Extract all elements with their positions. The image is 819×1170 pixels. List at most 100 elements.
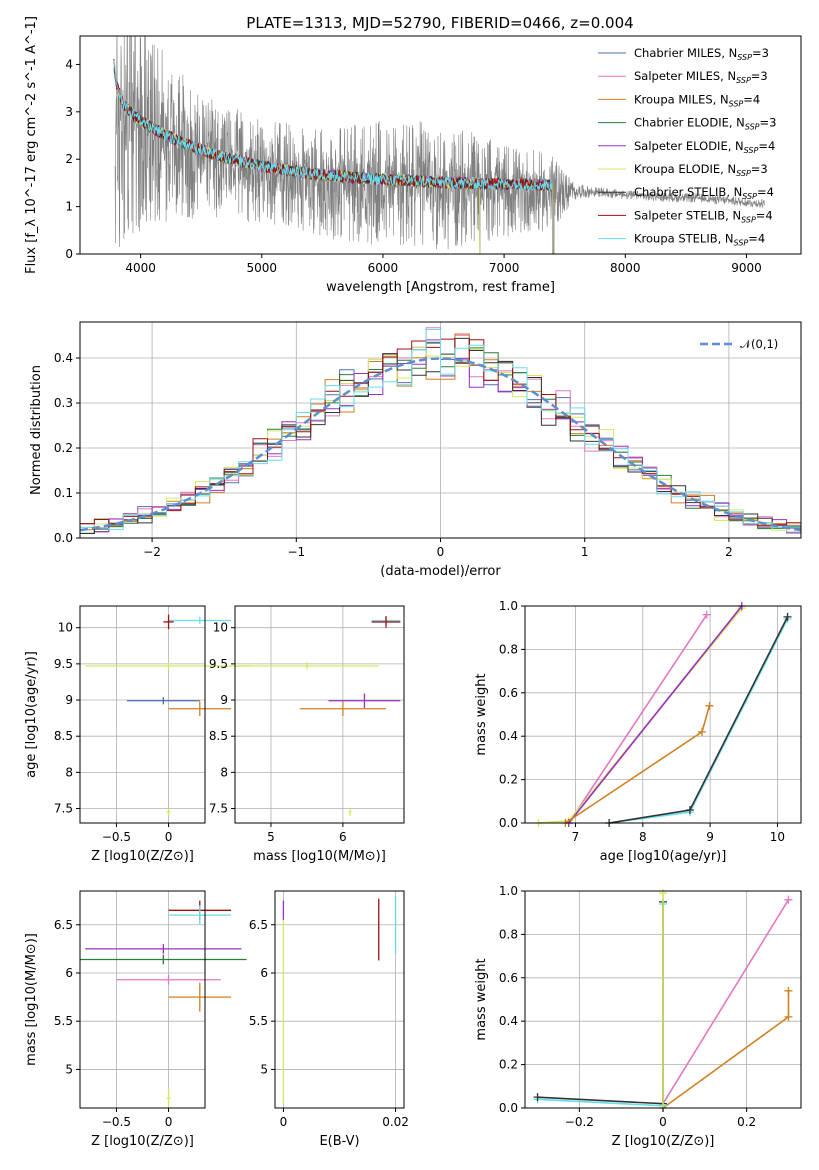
axes-frame	[274, 890, 405, 1109]
y-axis-label: Flux [f_λ 10^-17 erg cm^-2 s^-1 A^-1]	[24, 16, 39, 274]
x-tick-label: 9	[706, 830, 714, 844]
data-point	[85, 944, 242, 954]
series	[659, 889, 667, 1112]
legend-value: =4	[757, 185, 774, 199]
y-axis-label: age [log10(age/yr)]	[24, 651, 39, 778]
series-marker	[533, 1093, 542, 1102]
residual-histogram	[80, 329, 801, 531]
legend-label: Kroupa STELIB, NSSP=4	[634, 232, 765, 248]
legend-subscript: SSP	[741, 215, 756, 224]
legend-value: =3	[752, 46, 769, 60]
x-tick-label: 0.02	[382, 1115, 409, 1129]
data-point	[328, 693, 401, 708]
y-tick-label: 2	[65, 152, 73, 166]
plot-area	[235, 616, 401, 816]
axes-frame	[234, 605, 405, 824]
y-tick-label: 0.2	[499, 1058, 518, 1072]
series-marker	[702, 610, 711, 619]
data-point	[85, 662, 252, 670]
y-tick-label: 4	[65, 57, 73, 71]
x-tick-label: 0	[165, 830, 173, 844]
legend: 𝒩(0,1)	[700, 337, 778, 351]
x-tick-label: 8	[639, 830, 647, 844]
y-tick-label: 0.8	[499, 642, 518, 656]
figure-title: PLATE=1313, MJD=52790, FIBERID=0466, z=0…	[246, 14, 633, 32]
y-tick-label: 0.6	[499, 971, 518, 985]
panel-spectrum: 4000 5000 6000 7000 8000 9000 0 1 2 3 4 wavelength …	[24, 16, 802, 295]
y-tick-label: 5.5	[249, 1014, 268, 1028]
y-axis-label: mass weight	[474, 958, 489, 1040]
data-point	[80, 954, 247, 965]
legend-value: =3	[760, 116, 777, 130]
y-tick-label: 5	[65, 1062, 73, 1076]
y-tick-label: 0.0	[499, 1101, 518, 1115]
series-line	[537, 901, 664, 1105]
x-tick-label: 6	[339, 830, 347, 844]
y-tick-label: 1.0	[499, 884, 518, 898]
x-axis-label: E(B-V)	[319, 1134, 359, 1149]
data-point	[235, 662, 379, 670]
series	[564, 610, 711, 827]
panel-cumulative-Z: −0.2 0 0.2 0.0 0.2 0.4 0.6 0.8 1.0 Z [log10(Z/Z⊙)…	[474, 884, 802, 1149]
y-tick-label: 0.4	[54, 351, 73, 365]
x-tick-label: 8000	[610, 261, 641, 275]
legend-value: =4	[756, 208, 773, 222]
data-point	[163, 614, 174, 630]
legend-value: =4	[758, 139, 775, 153]
y-tick-label: 7.5	[54, 802, 73, 816]
y-tick-label: 0.8	[499, 927, 518, 941]
legend-subscript: SSP	[734, 239, 749, 248]
x-tick-label: 7000	[489, 261, 520, 275]
plot-area	[79, 327, 802, 534]
x-tick-label: 7	[572, 830, 580, 844]
y-tick-label: 8	[65, 765, 73, 779]
y-tick-label: 1.0	[499, 599, 518, 613]
legend-label: Salpeter MILES, NSSP=3	[634, 69, 768, 85]
panel-residuals: −2 −1 0 1 2 0.0 0.1 0.2 0.3 0.4 (data-model)/error…	[29, 321, 802, 579]
series-line	[568, 614, 708, 824]
plot-area	[85, 614, 252, 816]
series	[605, 615, 792, 827]
y-tick-label: 0.4	[499, 729, 518, 743]
legend-value: =4	[743, 92, 760, 106]
x-tick-label: 5	[267, 830, 275, 844]
plot-area	[533, 889, 793, 1112]
legend-value: =3	[751, 162, 768, 176]
legend-subscript: SSP	[744, 146, 759, 155]
observed-spectrum	[114, 36, 765, 250]
x-tick-label: 2	[725, 545, 733, 559]
data-point	[299, 701, 387, 716]
legend: Chabrier MILES, NSSP=3 Salpeter MILES, NS…	[598, 46, 776, 248]
x-axis-label: Z [log10(Z/Z⊙)]	[91, 1134, 194, 1149]
y-tick-label: 1	[65, 200, 73, 214]
y-tick-label: 10	[213, 621, 228, 635]
y-tick-label: 6	[65, 966, 73, 980]
legend-subscript: SSP	[737, 53, 752, 62]
axes-frame	[79, 321, 802, 539]
x-axis-label: Z [log10(Z/Z⊙)]	[91, 849, 194, 864]
y-tick-label: 9	[65, 693, 73, 707]
series	[564, 602, 746, 827]
legend-value: =4	[748, 232, 765, 246]
y-tick-label: 9.5	[209, 657, 228, 671]
series-line	[608, 616, 789, 824]
series	[659, 895, 793, 1108]
normal-curve	[79, 357, 802, 532]
plot-area	[80, 900, 247, 1108]
data-point	[126, 697, 200, 705]
y-tick-label: 0.0	[499, 816, 518, 830]
y-tick-label: 8.5	[209, 729, 228, 743]
series-marker	[783, 612, 792, 621]
residual-histogram	[80, 333, 801, 531]
legend-label: Kroupa MILES, NSSP=4	[634, 92, 760, 108]
y-tick-label: 0.0	[54, 531, 73, 545]
legend-label: Kroupa ELODIE, NSSP=3	[634, 162, 768, 178]
x-axis-label: wavelength [Angstrom, rest frame]	[326, 280, 555, 295]
plot-area	[534, 602, 792, 827]
series	[605, 612, 792, 827]
x-tick-label: −1	[287, 545, 305, 559]
panel-age-vs-mass: 5 6 7.5 8 8.5 9 9.5 10 mass [log10(M/M⊙)]	[209, 605, 405, 864]
legend-label: Salpeter STELIB, NSSP=4	[634, 208, 773, 224]
x-tick-label: 0	[659, 1115, 667, 1129]
